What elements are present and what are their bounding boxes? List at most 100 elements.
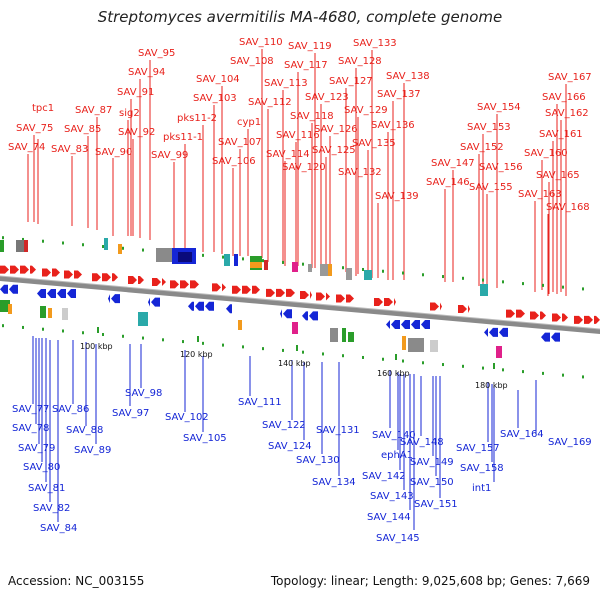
forward-gene-arrow [222, 283, 226, 292]
bottom-gene-label: SAV_140 [372, 430, 416, 441]
forward-gene-arrow [384, 298, 393, 307]
forward-gene-arrow [232, 285, 241, 294]
feature-box [292, 322, 298, 334]
tick-mark [302, 350, 304, 354]
top-gene-label: SAV_103 [193, 93, 237, 104]
forward-gene-arrow [346, 294, 354, 303]
bottom-gene-label: SAV_134 [312, 477, 356, 488]
tick-mark [22, 325, 24, 329]
top-gene-label: SAV_107 [218, 137, 262, 148]
reverse-gene-arrow [401, 320, 410, 330]
backbone-band [0, 276, 600, 334]
scale-labels: 100 kbp 120 kbp 140 kbp 160 kbp 180 kbp [80, 342, 508, 390]
feature-box [234, 254, 238, 266]
feature-box [308, 264, 312, 272]
gene-arrows [0, 265, 600, 342]
tick-mark [242, 257, 244, 261]
top-gene-label: SAV_168 [546, 202, 590, 213]
tick-mark [182, 340, 184, 344]
top-gene-label: SAV_114 [266, 149, 310, 160]
top-gene-label: SAV_110 [239, 37, 283, 48]
top-gene-label: SAV_108 [230, 56, 274, 67]
tick-mark [422, 273, 424, 277]
top-gene-label: SAV_106 [212, 156, 256, 167]
feature-box [320, 264, 328, 276]
tick-mark [522, 282, 524, 286]
top-gene-label: SAV_138 [386, 71, 430, 82]
forward-gene-arrow [316, 292, 325, 301]
top-gene-label: SAV_146 [426, 177, 470, 188]
tick-mark [402, 359, 404, 363]
bottom-gene-label: SAV_77 [12, 404, 49, 415]
top-gene-label: sig2 [119, 108, 140, 119]
forward-gene-arrow [10, 265, 19, 274]
bottom-gene-label: int1 [472, 483, 491, 494]
tick-mark [162, 338, 164, 342]
forward-gene-arrow [300, 291, 309, 300]
bottom-gene-label: SAV_86 [52, 404, 89, 415]
tick-mark [442, 363, 444, 367]
top-gene-label: SAV_112 [248, 97, 292, 108]
reverse-gene-arrow [280, 309, 282, 319]
top-gene-label: SAV_135 [352, 138, 396, 149]
tick-mark [462, 364, 464, 368]
tick-mark [222, 255, 224, 259]
tick-mark [322, 352, 324, 356]
top-gene-label: SAV_85 [64, 124, 101, 135]
forward-gene-arrow [30, 265, 36, 274]
reverse-gene-arrow [551, 332, 560, 342]
forward-gene-arrow [190, 280, 199, 289]
feature-box [328, 264, 332, 276]
major-tick [97, 327, 99, 333]
feature-box [348, 332, 354, 342]
bottom-gene-label: SAV_158 [460, 463, 504, 474]
top-gene-label: SAV_104 [196, 74, 240, 85]
reverse-gene-arrow [188, 301, 194, 311]
bottom-gene-label: SAV_81 [28, 483, 65, 494]
top-gene-label: SAV_133 [353, 38, 397, 49]
forward-gene-arrow [516, 309, 525, 318]
forward-gene-arrow [242, 285, 251, 294]
top-gene-label: pks11-2 [177, 113, 217, 124]
tick-mark [62, 329, 64, 333]
reverse-gene-arrow [205, 301, 214, 311]
top-gene-label: SAV_119 [288, 41, 332, 52]
forward-gene-arrow [374, 298, 383, 307]
major-tick [395, 354, 397, 360]
reverse-gene-arrow [151, 297, 160, 307]
bottom-gene-label: SAV_164 [500, 429, 544, 440]
bottom-gene-label: SAV_145 [376, 533, 420, 544]
feature-box [250, 262, 262, 268]
scale-label: 100 kbp [80, 342, 113, 351]
tick-mark [42, 327, 44, 331]
feature-box [8, 304, 12, 314]
feature-box [224, 254, 230, 266]
reverse-gene-arrow [148, 297, 150, 307]
tick-mark [142, 336, 144, 340]
forward-gene-arrow [326, 292, 330, 301]
top-gene-label: SAV_156 [479, 162, 523, 173]
forward-gene-arrow [286, 288, 295, 297]
top-gene-label: SAV_74 [8, 142, 45, 153]
bottom-gene-label: SAV_98 [125, 388, 162, 399]
forward-gene-arrow [440, 302, 442, 311]
major-tick [296, 345, 298, 351]
bottom-gene-label: SAV_105 [183, 433, 227, 444]
reverse-gene-arrow [37, 288, 46, 298]
feature-box [24, 240, 28, 252]
feature-box [156, 248, 172, 262]
feature-box [118, 244, 122, 254]
tick-mark [202, 341, 204, 345]
reverse-gene-arrow [108, 294, 110, 304]
tick-mark [382, 269, 384, 273]
tick-mark [502, 368, 504, 372]
reverse-gene-arrow [484, 327, 488, 337]
top-gene-label: SAV_127 [329, 76, 373, 87]
bottom-gene-label: SAV_142 [362, 471, 406, 482]
reverse-gene-arrow [0, 284, 8, 294]
tick-mark [502, 280, 504, 284]
forward-gene-arrow [530, 311, 539, 320]
tick-mark [122, 334, 124, 338]
feature-box [40, 306, 46, 318]
major-tick [493, 363, 495, 369]
